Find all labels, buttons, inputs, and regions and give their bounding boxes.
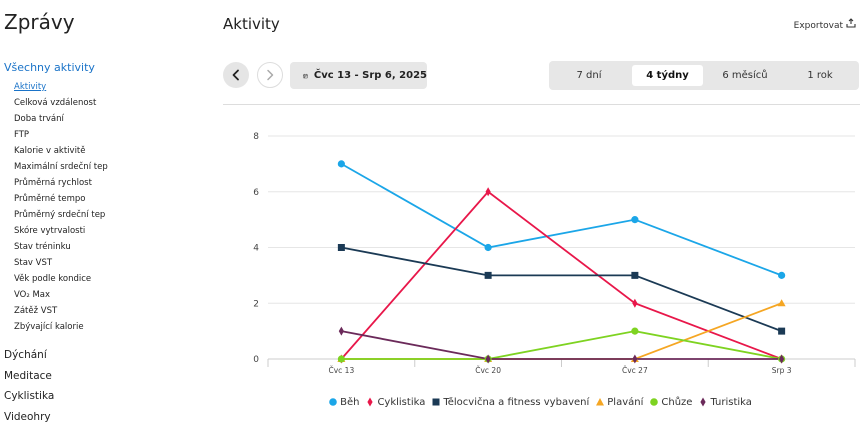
date-range-picker[interactable]: Čvc 13 - Srp 6, 2025 [290,62,427,89]
range-tab-6-months[interactable]: 6 měsíců [722,70,768,81]
data-point-series-2 [337,244,345,251]
time-range-selector: 7 dní 4 týdny 6 měsíců 1 rok [549,61,859,90]
page-title: Aktivity [223,15,280,33]
sidebar-item-activity-calories[interactable]: Kalorie v aktivitě [14,146,86,156]
sidebar-group-breathing[interactable]: Dýchání [4,349,47,361]
chevron-left-icon [232,69,239,81]
sidebar-item-avg-pace[interactable]: Průměrné tempo [14,194,86,204]
legend-marker-icon [367,397,374,407]
data-point-series-5 [779,354,785,364]
legend-label: Turistika [710,397,752,408]
legend-item-4[interactable]: Chůze [649,397,692,408]
legend-marker-icon [700,397,707,407]
sidebar-item-remaining-calories[interactable]: Zbývající kalorie [14,322,84,332]
sidebar-item-training-status[interactable]: Stav tréninku [14,242,71,252]
data-point-series-0 [484,243,492,252]
sidebar-item-vo2-max[interactable]: VO₂ Max [14,290,51,300]
sidebar-item-fitness-age[interactable]: Věk podle kondice [14,274,92,284]
x-tick-label: Srp 3 [772,366,792,375]
x-tick-label: Čvc 20 [475,366,501,375]
range-tab-4-weeks[interactable]: 4 týdny [632,65,703,86]
series-line-4 [341,330,782,360]
toolbar-divider [223,104,860,105]
calendar-icon [303,73,308,78]
sidebar-item-endurance-score[interactable]: Skóre vytrvalosti [14,226,86,236]
y-tick-label: 6 [253,188,259,198]
legend-label: Běh [340,397,360,408]
series-line-5 [341,330,782,360]
x-tick-label: Čvc 27 [622,366,648,375]
legend-marker-icon [329,398,337,406]
data-point-series-4 [631,327,639,335]
sidebar-item-ftp[interactable]: FTP [14,130,30,140]
legend-item-3[interactable]: Plavání [595,397,643,408]
data-point-series-0 [778,271,786,279]
sidebar-group-videogames[interactable]: Videohry [4,410,51,423]
date-range-label: Čvc 13 - Srp 6, 2025 [313,70,427,81]
sidebar: Zprávy Všechny aktivity Aktivity Celková… [0,0,200,430]
x-tick-label: Čvc 13 [329,366,355,375]
data-point-series-0 [337,160,345,168]
sidebar-item-total-distance[interactable]: Celková vzdálenost [14,98,97,108]
export-icon [846,18,856,31]
data-point-series-2 [631,271,639,279]
y-tick-label: 8 [253,132,259,142]
legend-item-0[interactable]: Běh [328,397,359,408]
data-point-series-5 [485,354,491,364]
data-point-series-4 [337,355,345,363]
legend-marker-icon [432,398,440,406]
sidebar-item-hrv-stress[interactable]: Zátěž VST [14,306,58,316]
export-label: Exportovat [793,21,843,31]
data-point-series-5 [632,354,638,364]
sidebar-item-duration[interactable]: Doba trvání [14,114,64,124]
chevron-right-icon [267,69,274,81]
y-tick-label: 2 [253,299,259,309]
previous-period-button[interactable] [223,62,249,88]
legend-label: Plavání [607,397,644,408]
data-point-series-3 [777,299,786,307]
legend-label: Tělocvična a fitness vybavení [443,397,590,408]
export-button[interactable]: Exportovat [794,18,856,31]
sidebar-item-hrv-status[interactable]: Stav VST [14,258,53,268]
sidebar-group-meditation[interactable]: Meditace [4,369,52,382]
sidebar-section-all-activities[interactable]: Všechny aktivity [4,61,95,74]
sidebar-item-max-heart-rate[interactable]: Maximální srdeční tep [14,162,108,172]
sidebar-item-avg-speed[interactable]: Průměrná rychlost [14,178,92,188]
legend-label: Cyklistika [377,397,426,408]
data-point-series-2 [484,271,492,279]
legend-item-5[interactable]: Turistika [698,397,752,408]
series-line-3 [341,302,782,360]
data-point-series-0 [631,216,639,224]
legend-item-2[interactable]: Tělocvična a fitness vybavení [431,397,589,408]
y-tick-label: 4 [253,244,259,254]
sidebar-item-activities[interactable]: Aktivity [14,82,47,92]
sidebar-report-list: Aktivity Celková vzdálenost Doba trvání … [14,79,108,335]
series-line-2 [341,246,782,332]
series-line-0 [340,163,782,277]
range-tab-7-days[interactable]: 7 dní [576,70,602,81]
legend-item-1[interactable]: Cyklistika [365,397,425,408]
legend-marker-icon [650,398,659,406]
next-period-button[interactable] [257,62,283,88]
chart-legend: Běh Cyklistika Tělocvična a fitness vybave… [0,397,860,408]
data-point-series-5 [338,326,344,336]
sidebar-group-cycling[interactable]: Cyklistika [4,390,55,402]
range-tab-1-year[interactable]: 1 rok [807,70,833,81]
sidebar-title: Zprávy [4,10,75,34]
sidebar-item-avg-heart-rate[interactable]: Průměrný srdeční tep [14,210,106,220]
data-point-series-1 [632,298,638,308]
data-point-series-2 [778,327,786,335]
y-tick-label: 0 [253,355,259,365]
data-point-series-1 [485,187,491,197]
sidebar-group-list: Dýchání Meditace Cyklistika Videohry [4,345,54,427]
legend-label: Chůze [661,397,693,408]
legend-marker-icon [596,398,605,406]
activities-line-chart: 0 2 4 6 8 Čvc 13 Čvc 20 Čvc 27 Srp 3 [253,132,856,375]
